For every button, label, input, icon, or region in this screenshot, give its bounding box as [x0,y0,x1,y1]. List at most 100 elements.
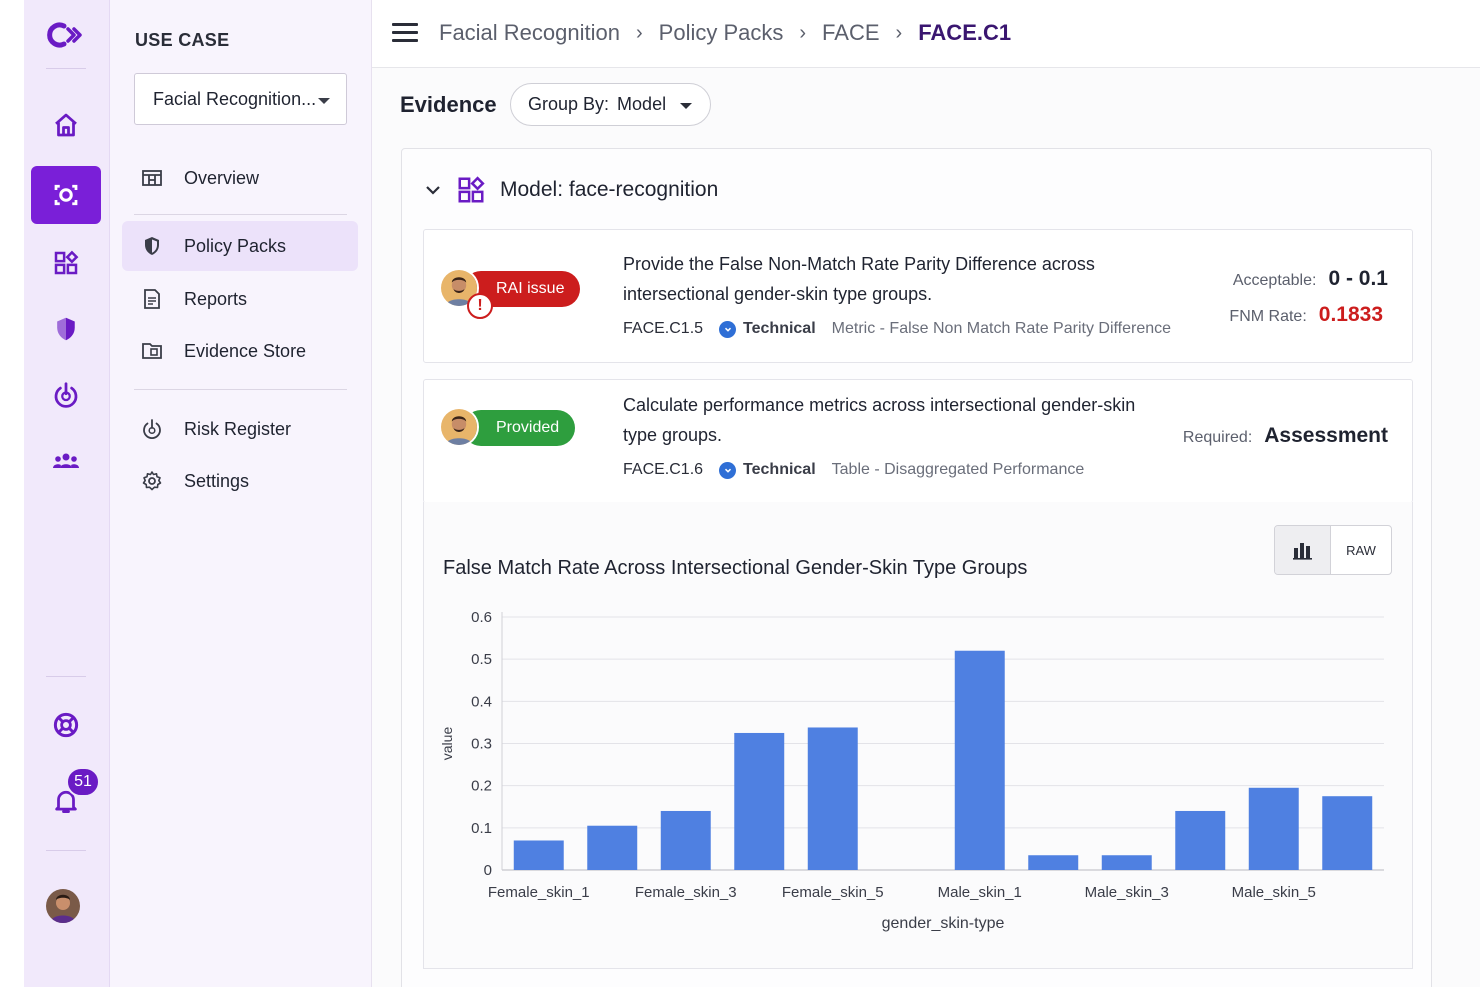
chart-bar [513,840,564,870]
help-icon[interactable] [31,696,101,754]
rail-divider [46,68,86,69]
evidence-meta: FACE.C1.6 Technical Table - Disaggregate… [623,461,1084,479]
model-icon [458,176,485,203]
breadcrumb-item[interactable]: Policy Packs [658,20,784,45]
face-scan-icon[interactable] [31,166,101,224]
model-group-header[interactable]: Model: face-recognition [424,175,718,205]
nav-item-label: Risk Register [184,418,292,439]
chart-bar [1322,796,1373,870]
evidence-card[interactable]: Provided Calculate performance metrics a… [423,379,1413,503]
x-tick-label: Male_skin_1 [938,884,1022,901]
nav-divider [134,389,347,390]
status-badge: Provided [463,410,576,446]
power-icon [139,416,165,442]
nav-item-reports[interactable]: Reports [122,274,358,324]
raw-view-button[interactable]: RAW [1346,542,1376,558]
dashboard-icon [139,165,165,191]
chart-view-button[interactable] [1275,526,1331,574]
hamburger-menu-icon[interactable] [392,23,418,43]
bell-icon[interactable] [31,772,101,830]
nav-item-evidence-store[interactable]: Evidence Store [122,326,358,376]
y-axis-label: value [439,727,455,761]
chevron-down-icon[interactable] [424,181,442,199]
breadcrumb-item[interactable]: Facial Recognition [439,20,620,45]
shield-icon[interactable] [31,300,101,358]
notification-badge[interactable]: 51 [66,767,100,797]
nav-item-label: Overview [184,167,260,188]
nav-item-label: Settings [184,470,250,491]
chart-bar [1101,855,1152,870]
fnm-rate: FNM Rate: 0.1833 [1229,303,1383,327]
x-tick-label: Male_skin_5 [1232,884,1316,901]
user-avatar[interactable] [46,889,80,923]
chart-bar [954,650,1005,870]
evidence-meta: FACE.C1.5 Technical Metric - False Non M… [623,320,1171,338]
evidence-category: Technical [743,320,816,337]
y-tick-label: 0 [484,862,492,879]
chart-bar [1248,787,1299,870]
fnm-rate-label: FNM Rate: [1229,308,1307,325]
top-bar: Facial Recognition › Policy Packs › FACE… [372,0,1480,68]
main-content: Evidence Group By: Model Model: face-rec… [372,68,1480,987]
check-badge-icon [719,461,737,479]
x-tick-label: Female_skin_5 [782,884,884,901]
nav-item-label: Evidence Store [184,340,307,361]
folder-icon [139,338,165,364]
y-tick-label: 0.4 [471,693,492,710]
gear-icon [139,468,165,494]
y-tick-label: 0.2 [471,778,492,795]
apps-icon[interactable] [31,234,101,292]
required-label: Required: [1182,429,1253,446]
x-tick-label: Male_skin_3 [1085,884,1169,901]
power-icon[interactable] [31,366,101,424]
bar-chart: 0 0.1 0.2 0.3 0.4 0.5 0.6 value Female_skin_1 Fem… [439,609,1384,932]
shield-icon [139,233,165,259]
rail-divider [46,676,86,677]
use-case-select[interactable]: Facial Recognition... [134,73,347,125]
breadcrumb-current: FACE.C1 [918,20,1012,45]
icon-rail: 51 [24,0,110,987]
nav-item-overview[interactable]: Overview [122,153,358,203]
evidence-code: FACE.C1.6 [623,461,704,478]
evidence-kind: Table - Disaggregated Performance [831,461,1085,478]
y-tick-label: 0.6 [471,609,492,626]
y-tick-label: 0.5 [471,651,492,668]
model-group-card: Model: face-recognition RAI issue ! Prov… [401,148,1432,987]
evidence-kind: Metric - False Non Match Rate Parity Dif… [831,320,1172,337]
nav-title: USE CASE [135,30,230,50]
chevron-down-icon [680,103,692,109]
chart-bar [807,727,858,870]
chevron-right-icon: › [799,21,807,44]
fnm-rate-value: 0.1833 [1318,303,1383,326]
view-toggle: RAW [1274,525,1392,575]
breadcrumb-item[interactable]: FACE [822,20,880,45]
group-by-select[interactable]: Group By: Model [510,83,711,126]
chart-bar [734,732,785,870]
nav-divider [134,214,347,215]
breadcrumb: Facial Recognition › Policy Packs › FACE… [439,20,1011,46]
group-by-label: Group By: [528,94,610,114]
rail-divider [46,850,86,851]
nav-item-settings[interactable]: Settings [122,456,358,506]
evidence-card[interactable]: RAI issue ! Provide the False Non-Match … [423,229,1413,363]
nav-item-label: Reports [184,288,248,309]
y-tick-label: 0.3 [471,736,492,753]
document-icon [139,286,165,312]
y-tick-label: 0.1 [471,820,492,837]
home-icon[interactable] [31,96,101,154]
chart-bar [1175,810,1226,870]
assignee-avatar [439,407,479,447]
model-label: Model: face-recognition [500,178,719,201]
acceptable-value: 0 - 0.1 [1328,267,1388,290]
nav-item-policy-packs[interactable]: Policy Packs [122,221,358,271]
evidence-description: Calculate performance metrics across int… [623,395,1136,445]
nav-item-risk-register[interactable]: Risk Register [122,404,358,454]
group-by-value: Model [617,94,667,114]
chart-bar [1028,855,1079,870]
people-icon[interactable] [31,432,101,490]
logo-icon[interactable] [31,6,101,64]
acceptable-range: Acceptable: 0 - 0.1 [1233,267,1388,291]
acceptable-label: Acceptable: [1232,272,1317,289]
evidence-description: Provide the False Non-Match Rate Parity … [623,254,1095,304]
nav-item-label: Policy Packs [184,235,287,256]
